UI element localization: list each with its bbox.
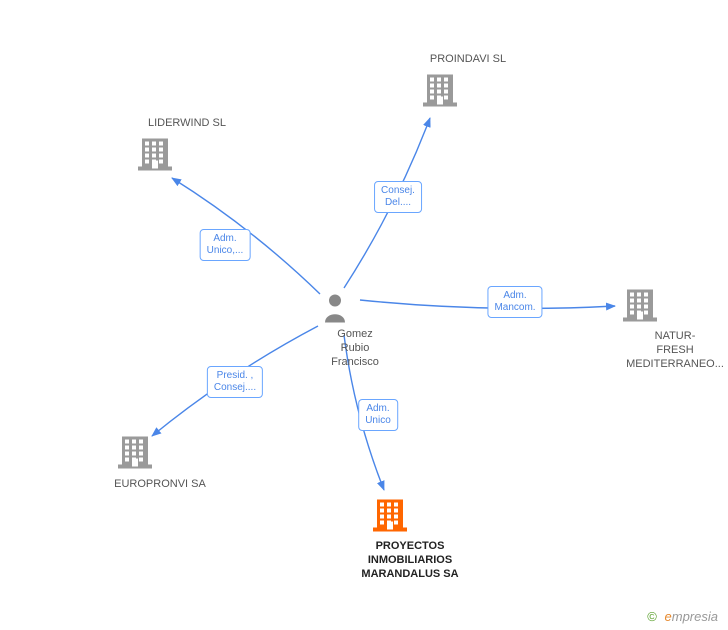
company-node[interactable] <box>373 498 407 539</box>
company-label: LIDERWIND SL <box>127 117 247 131</box>
watermark: © empresia <box>647 609 718 624</box>
person-label: Gomez Rubio Francisco <box>315 328 395 369</box>
person-node[interactable] <box>322 293 348 328</box>
building-icon <box>118 458 152 475</box>
edge-label: Consej. Del.... <box>374 181 422 213</box>
brand-first-letter: e <box>665 609 672 624</box>
person-icon <box>322 310 348 327</box>
building-icon <box>423 96 457 113</box>
company-label: NATUR- FRESH MEDITERRANEO... <box>605 330 728 371</box>
brand-rest: mpresia <box>672 609 718 624</box>
company-node[interactable] <box>623 288 657 329</box>
company-node[interactable] <box>138 137 172 178</box>
company-label: EUROPRONVI SA <box>100 478 220 492</box>
building-icon <box>138 160 172 177</box>
edge-label: Adm. Unico,... <box>200 229 251 261</box>
building-highlight-icon <box>373 521 407 538</box>
network-canvas <box>0 0 728 630</box>
copyright-symbol: © <box>647 609 657 624</box>
company-label: PROYECTOS INMOBILIARIOS MARANDALUS SA <box>340 540 480 581</box>
building-icon <box>623 311 657 328</box>
edge-label: Adm. Unico <box>358 399 398 431</box>
company-node[interactable] <box>423 73 457 114</box>
edge-label: Adm. Mancom. <box>487 286 542 318</box>
edge-label: Presid. , Consej.... <box>207 366 263 398</box>
company-node[interactable] <box>118 435 152 476</box>
company-label: PROINDAVI SL <box>408 53 528 67</box>
